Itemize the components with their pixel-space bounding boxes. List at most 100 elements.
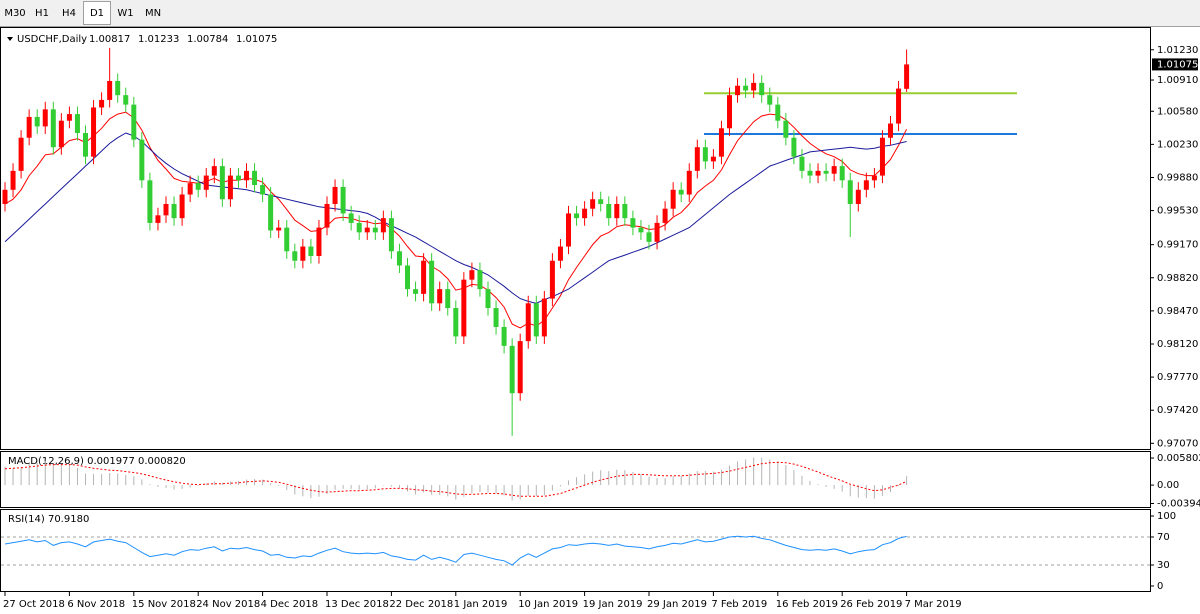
candle-body xyxy=(453,308,459,337)
timeframe-tab[interactable] xyxy=(29,1,55,25)
candle-body xyxy=(227,175,233,200)
candle-body xyxy=(517,341,523,394)
y-tick-label: 1.00580 xyxy=(1157,106,1198,117)
y-tick-label: 70 xyxy=(1157,532,1170,543)
candle-body xyxy=(767,95,773,105)
timeframe-label[interactable]: W1 xyxy=(117,8,133,19)
x-tick-label: 6 Nov 2018 xyxy=(67,599,125,610)
y-tick-label: 0.98470 xyxy=(1157,306,1198,317)
candle-body xyxy=(710,156,716,162)
close-value: 1.01075 xyxy=(236,34,277,45)
candle-body xyxy=(549,260,555,299)
candle-body xyxy=(469,270,475,280)
candle-body xyxy=(260,185,266,195)
candle-body xyxy=(670,189,676,209)
candle-body xyxy=(171,203,177,219)
candle-body xyxy=(839,166,845,181)
candle-body xyxy=(187,183,193,195)
candle-body xyxy=(509,345,515,394)
candle-body xyxy=(606,203,612,219)
timeframe-tab[interactable] xyxy=(56,1,82,25)
candle-body xyxy=(863,180,869,190)
timeframe-tab[interactable] xyxy=(140,1,166,25)
candle-body xyxy=(896,88,902,124)
candle-body xyxy=(807,170,813,176)
x-tick-label: 1 Jan 2019 xyxy=(454,599,508,610)
candle-body xyxy=(364,227,370,233)
high-value: 1.01233 xyxy=(138,34,179,45)
candle-body xyxy=(598,199,604,204)
candle-body xyxy=(139,139,145,181)
y-tick-label: 100 xyxy=(1157,511,1176,522)
timeframe-label[interactable]: H4 xyxy=(62,8,76,19)
candle-body xyxy=(718,128,724,157)
timeframe-label[interactable]: MN xyxy=(145,8,161,19)
candle-body xyxy=(324,203,330,228)
candle-body xyxy=(485,289,491,309)
timeframe-label[interactable]: D1 xyxy=(90,8,104,19)
candle-body xyxy=(99,99,105,108)
candle-body xyxy=(823,170,829,174)
candle-body xyxy=(115,80,121,96)
current-price: 1.01075 xyxy=(1157,59,1198,70)
moving-average xyxy=(4,132,907,304)
timeframe-label[interactable]: M30 xyxy=(4,8,25,19)
candle-body xyxy=(582,208,588,219)
x-tick-label: 7 Mar 2019 xyxy=(905,599,962,610)
candle-body xyxy=(316,227,322,257)
x-tick-label: 16 Feb 2019 xyxy=(776,599,838,610)
candle-body xyxy=(405,265,410,290)
candle-body xyxy=(74,114,80,134)
timeframe-label[interactable]: H1 xyxy=(35,8,49,19)
timeframe-tab[interactable] xyxy=(2,1,28,25)
candle-body xyxy=(2,189,8,204)
y-tick-label: 0.005802 xyxy=(1157,453,1200,464)
open-value: 1.00817 xyxy=(89,34,130,45)
candle-body xyxy=(235,175,241,181)
candle-body xyxy=(268,194,274,231)
candle-body xyxy=(477,270,483,290)
candle-body xyxy=(292,251,298,261)
y-tick-label: 0.00 xyxy=(1157,480,1179,491)
x-tick-label: 27 Oct 2018 xyxy=(3,599,65,610)
candle-body xyxy=(533,303,539,337)
candle-body xyxy=(557,246,563,261)
candle-body xyxy=(203,175,209,190)
y-tick-label: 1.01230 xyxy=(1157,45,1198,56)
candle-body xyxy=(775,104,781,121)
candle-body xyxy=(284,227,290,252)
y-tick-label: 0.97770 xyxy=(1157,372,1198,383)
candle-body xyxy=(388,218,394,252)
candle-body xyxy=(646,232,652,242)
candle-body xyxy=(50,109,56,148)
x-tick-label: 24 Nov 2018 xyxy=(196,599,260,610)
collapse-arrow[interactable] xyxy=(7,37,13,41)
candle-body xyxy=(26,116,32,138)
candle-body xyxy=(614,203,620,219)
candle-body xyxy=(42,109,48,127)
x-tick-label: 29 Jan 2019 xyxy=(647,599,707,610)
candle-body xyxy=(348,213,354,223)
candle-body xyxy=(638,227,644,233)
y-tick-label: 1.00910 xyxy=(1157,75,1198,86)
candle-body xyxy=(18,137,24,171)
candle-body xyxy=(211,166,217,176)
candle-body xyxy=(501,326,507,346)
y-tick-label: 0.98820 xyxy=(1157,273,1198,284)
candle-body xyxy=(694,147,700,171)
y-tick-label: 0.99880 xyxy=(1157,172,1198,183)
timeframe-tab[interactable] xyxy=(112,1,139,25)
candle-body xyxy=(888,123,893,138)
y-tick-label: 0.98120 xyxy=(1157,339,1198,350)
candle-body xyxy=(252,170,258,186)
candle-body xyxy=(686,170,692,195)
candle-body xyxy=(195,183,201,190)
candle-body xyxy=(308,246,314,257)
timeframe-tab[interactable] xyxy=(83,1,111,25)
main-panel xyxy=(0,27,1151,450)
candle-body xyxy=(219,166,225,200)
candle-body xyxy=(437,289,443,304)
rsi-title: RSI(14) 70.9180 xyxy=(8,514,89,525)
y-tick-label: 0.99530 xyxy=(1157,206,1198,217)
